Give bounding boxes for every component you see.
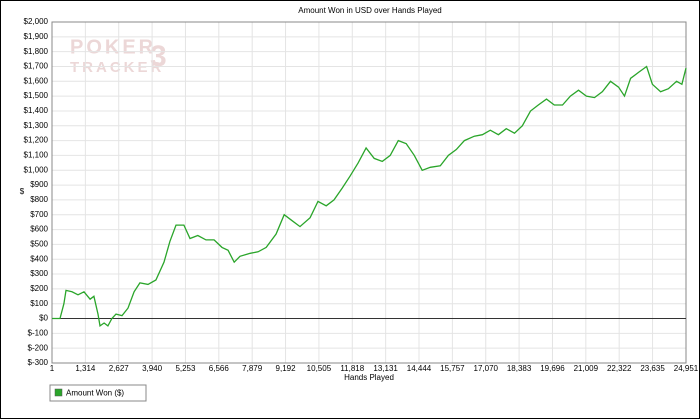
y-tick-label: $-200 xyxy=(28,343,49,352)
y-axis-label: $ xyxy=(20,187,25,196)
x-tick-label: 14,444 xyxy=(407,364,432,373)
y-tick-label: $700 xyxy=(30,210,48,219)
plot-border xyxy=(51,21,687,364)
chart-title: Amount Won in USD over Hands Played xyxy=(298,6,441,15)
x-tick-label: 2,627 xyxy=(109,364,130,373)
y-tick-label: $900 xyxy=(30,180,48,189)
x-tick-label: 18,383 xyxy=(507,364,532,373)
x-tick-label: 9,192 xyxy=(276,364,297,373)
x-tick-label: 5,253 xyxy=(175,364,196,373)
x-tick-label: 1,314 xyxy=(75,364,96,373)
y-tick-label: $300 xyxy=(30,269,48,278)
x-axis-label: Hands Played xyxy=(344,373,394,382)
x-tick-label: 24,951 xyxy=(674,364,699,373)
y-tick-label: $1,600 xyxy=(24,76,49,85)
x-tick-label: 10,505 xyxy=(307,364,332,373)
y-tick-label: $200 xyxy=(30,284,48,293)
x-tick-label: 21,009 xyxy=(574,364,599,373)
x-tick-label: 17,070 xyxy=(474,364,499,373)
y-tick-label: $1,000 xyxy=(24,165,49,174)
x-tick-label: 1 xyxy=(50,364,55,373)
y-tick-label: $600 xyxy=(30,225,48,234)
y-tick-label: $1,800 xyxy=(24,47,49,56)
y-tick-label: $-100 xyxy=(28,328,49,337)
y-tick-label: $400 xyxy=(30,254,48,263)
x-tick-label: 11,818 xyxy=(340,364,364,373)
watermark: 3 xyxy=(150,40,170,73)
y-tick-label: $1,200 xyxy=(24,136,49,145)
y-tick-label: $1,400 xyxy=(24,106,49,115)
y-tick-label: $100 xyxy=(30,299,48,308)
y-tick-label: $1,700 xyxy=(24,62,49,71)
x-tick-label: 3,940 xyxy=(142,364,163,373)
x-tick-label: 13,131 xyxy=(373,364,398,373)
y-tick-label: $500 xyxy=(30,240,48,249)
y-tick-label: $1,100 xyxy=(24,151,49,160)
legend-swatch xyxy=(54,388,63,397)
y-tick-label: $1,300 xyxy=(24,121,49,130)
y-tick-label: $1,500 xyxy=(24,91,49,100)
x-tick-label: 19,696 xyxy=(540,364,565,373)
watermark: POKER xyxy=(70,36,156,58)
watermark: TRACKER xyxy=(70,59,164,76)
x-tick-label: 7,879 xyxy=(242,364,263,373)
y-tick-label: $0 xyxy=(39,314,48,323)
y-tick-label: $2,000 xyxy=(24,17,49,26)
y-tick-label: $800 xyxy=(30,195,48,204)
legend-label: Amount Won ($) xyxy=(66,389,124,398)
series-line xyxy=(52,65,687,328)
y-tick-label: $1,900 xyxy=(24,32,49,41)
legend-box xyxy=(49,384,147,402)
x-tick-label: 15,757 xyxy=(440,364,465,373)
x-tick-label: 23,635 xyxy=(640,364,665,373)
x-tick-label: 6,566 xyxy=(209,364,230,373)
x-tick-label: 22,322 xyxy=(607,364,632,373)
y-tick-label: $-300 xyxy=(28,358,49,367)
